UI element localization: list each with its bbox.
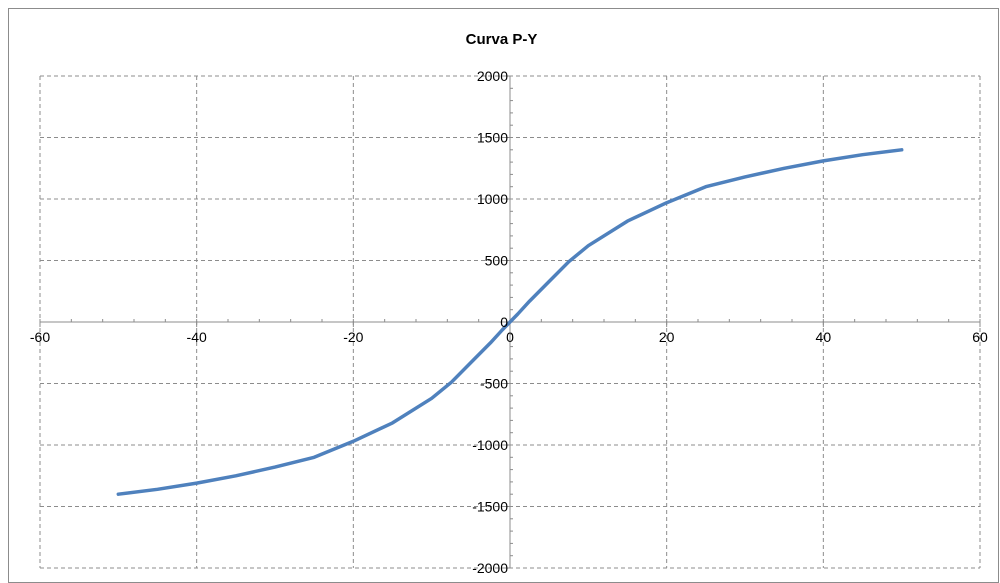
y-tick-label: -500 [480,376,508,392]
y-tick-label: -1500 [472,499,508,515]
y-tick-label: 1500 [477,130,508,146]
x-tick-label: 40 [816,329,832,345]
x-tick-label: 60 [972,329,988,345]
x-tick-label: -20 [343,329,363,345]
tick-labels: -60 -40 -20 0 20 40 60 -2000 -1500 -1000 -500 0 500 1… [30,68,988,576]
x-tick-label: -40 [187,329,207,345]
x-tick-label: 0 [506,329,514,345]
y-tick-label: -2000 [472,560,508,576]
y-tick-label: -1000 [472,437,508,453]
x-tick-label: 20 [659,329,675,345]
series-layer [116,148,904,496]
x-tick-label: -60 [30,329,50,345]
series-line [116,148,904,496]
y-tick-label: 1000 [477,191,508,207]
y-tick-label: 500 [485,253,509,269]
chart-title: Curva P-Y [465,31,538,48]
y-tick-label: 0 [500,314,508,330]
y-tick-label: 2000 [477,68,508,84]
